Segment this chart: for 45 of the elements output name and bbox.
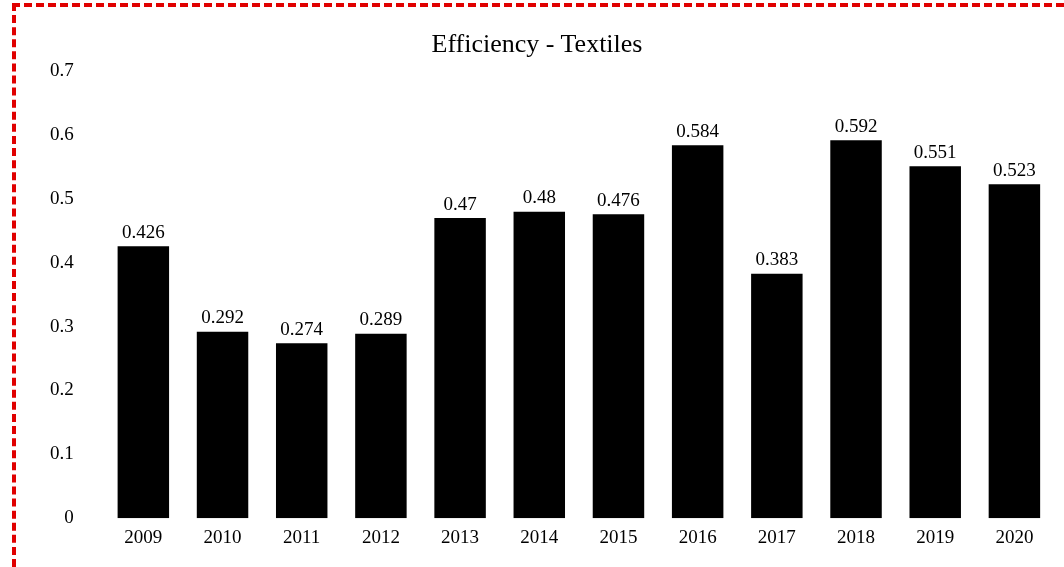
y-tick-label: 0.6: [50, 123, 74, 145]
x-tick-label: 2014: [520, 525, 559, 547]
bar: [909, 166, 961, 519]
x-tick-label: 2020: [995, 525, 1034, 547]
bar: [275, 343, 328, 519]
bar: [751, 273, 803, 519]
x-tick-label: 2018: [837, 525, 876, 547]
x-tick-label: 2010: [203, 525, 242, 547]
y-tick-label: 0.3: [50, 314, 74, 336]
data-label: 0.592: [834, 114, 878, 136]
data-label: 0.476: [597, 188, 640, 210]
x-tick-label: 2011: [283, 525, 321, 547]
x-tick-label: 2012: [361, 525, 400, 547]
data-label: 0.292: [201, 306, 244, 328]
data-label: 0.523: [993, 158, 1036, 180]
bar: [830, 140, 882, 519]
bar: [434, 218, 486, 519]
data-label: 0.426: [121, 220, 165, 242]
x-tick-label: 2013: [441, 525, 480, 547]
bar: [671, 145, 724, 519]
x-tick-label: 2017: [757, 525, 796, 547]
bar: [355, 333, 407, 519]
data-label: 0.289: [359, 308, 403, 330]
y-tick-label: 0.2: [50, 378, 74, 400]
bar: [196, 331, 249, 519]
chart-title: Efficiency - Textiles: [431, 29, 643, 59]
data-label: 0.383: [755, 248, 799, 270]
x-tick-label: 2015: [599, 525, 638, 547]
data-label: 0.274: [280, 317, 324, 339]
data-label: 0.584: [676, 119, 720, 141]
y-tick-label: 0.7: [50, 59, 74, 81]
x-tick-label: 2019: [916, 525, 955, 547]
data-label: 0.48: [522, 186, 556, 208]
y-tick-label: 0: [64, 506, 74, 528]
bar: [592, 214, 645, 519]
bar: [513, 211, 566, 519]
y-tick-label: 0.5: [50, 186, 74, 208]
bar: [117, 246, 170, 519]
x-tick-label: 2009: [124, 525, 163, 547]
x-tick-label: 2016: [678, 525, 717, 547]
y-tick-label: 0.4: [50, 250, 75, 272]
y-tick-label: 0.1: [50, 442, 74, 464]
data-label: 0.47: [443, 192, 477, 214]
data-label: 0.551: [913, 140, 957, 162]
bar: [988, 184, 1041, 519]
